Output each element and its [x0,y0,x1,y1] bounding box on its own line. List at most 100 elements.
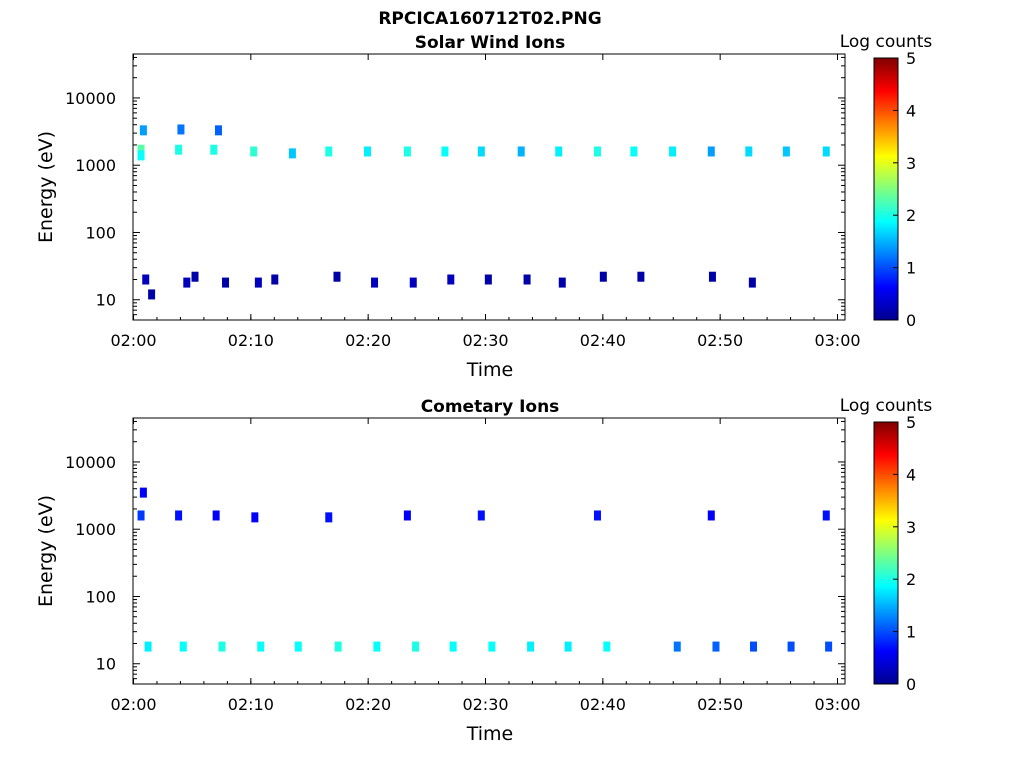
heatmap-cell [409,277,417,288]
colorbar-tick-label: 4 [906,465,916,484]
heatmap-cell [558,277,566,288]
colorbar: Log counts 5 4 3 2 1 0 [840,396,933,694]
heatmap-cell [403,146,411,157]
x-tick-label: 03:00 [814,331,860,350]
colorbar-tick-label: 3 [906,154,916,173]
heatmap-cells [137,124,830,300]
heatmap-cell [825,641,833,652]
heatmap-cell [822,510,830,521]
colorbar-tick-label: 0 [906,311,916,330]
x-tick-label: 02:20 [345,331,391,350]
colorbar-label: Log counts [840,396,933,416]
heatmap-cell [517,146,525,157]
colorbar-tick-label: 2 [906,206,916,225]
heatmap-cell [447,274,455,285]
heatmap-cell [787,641,795,652]
heatmap-cell [191,271,199,282]
heatmap-cell [707,510,715,521]
heatmap-cell [707,146,715,157]
heatmap-cell [175,510,183,521]
x-tick-label: 02:10 [228,695,274,714]
colorbar-tick-label: 3 [906,518,916,537]
x-tick-label: 02:40 [580,331,626,350]
heatmap-cell [137,144,145,155]
heatmap-cell [212,510,220,521]
heatmap-cell [363,146,371,157]
heatmap-cell [214,125,222,136]
heatmap-cell [142,274,150,285]
heatmap-cell [334,641,342,652]
colorbar-label: Log counts [840,32,933,52]
y-tick-label: 10000 [65,89,116,108]
colorbar-gradient [873,57,899,321]
heatmap-cell [673,641,681,652]
heatmap-cell [210,144,218,155]
y-tick-label: 100 [85,587,116,606]
colorbar-tick-label: 0 [906,675,916,694]
colorbar-tick-label: 2 [906,570,916,589]
heatmap-cell [177,124,185,135]
heatmap-cell [477,510,485,521]
heatmap-cells [137,487,833,652]
heatmap-cell [782,146,790,157]
heatmap-cell [254,277,262,288]
heatmap-cell [555,146,563,157]
heatmap-cell [288,148,296,159]
heatmap-cell [603,641,611,652]
y-tick-label: 10 [96,655,116,674]
heatmap-cell [251,512,259,523]
heatmap-cell [599,271,607,282]
x-tick-label: 02:30 [462,331,508,350]
heatmap-cell [179,641,187,652]
heatmap-cell [271,274,279,285]
y-tick-label: 10 [96,291,116,310]
heatmap-cell [222,277,230,288]
heatmap-cell [748,277,756,288]
heatmap-cell [325,146,333,157]
heatmap-cell [449,641,457,652]
colorbar-tick-label: 5 [906,413,916,432]
heatmap-cell [250,146,258,157]
heatmap-cell [403,510,411,521]
figure-title: RPCICA160712T02.PNG [378,9,601,29]
y-tick-label: 10000 [65,453,116,472]
x-tick-label: 02:50 [697,331,743,350]
heatmap-cell [708,271,716,282]
x-tick-label: 02:10 [228,331,274,350]
heatmap-cell [745,146,753,157]
x-axis: 02:00 02:10 02:20 02:30 02:40 02:50 03:00 [110,54,861,350]
heatmap-cell [294,641,302,652]
y-axis: 10000 1000 100 10 [65,420,845,685]
heatmap-cell [637,271,645,282]
x-tick-label: 02:00 [110,695,156,714]
heatmap-cell [593,146,601,157]
x-tick-label: 02:20 [345,695,391,714]
y-tick-label: 100 [85,223,116,242]
heatmap-cell [484,274,492,285]
panel-solar-wind: Solar Wind Ions 02:00 02:10 02:20 02:30 02:4… [35,32,932,381]
colorbar-tick-label: 5 [906,49,916,68]
y-axis-label: Energy (eV) [35,131,57,243]
heatmap-cell [527,641,535,652]
heatmap-cell [412,641,420,652]
heatmap-cell [371,277,379,288]
x-tick-label: 03:00 [814,695,860,714]
heatmap-cell [712,641,720,652]
heatmap-cell [139,487,147,498]
y-axis: 10000 1000 100 10 [65,56,845,321]
heatmap-cell [333,271,341,282]
x-axis-label: Time [466,359,514,381]
colorbar-ticks: 5 4 3 2 1 0 [893,49,916,330]
colorbar-tick-label: 1 [906,259,916,278]
heatmap-cell [441,146,449,157]
panel-title: Cometary Ions [421,397,560,417]
heatmap-cell [325,512,333,523]
heatmap-cell [630,146,638,157]
heatmap-cell [523,274,531,285]
heatmap-cell [750,641,758,652]
colorbar-gradient [873,421,899,685]
colorbar-tick-label: 4 [906,101,916,120]
heatmap-cell [593,510,601,521]
heatmap-cell [564,641,572,652]
